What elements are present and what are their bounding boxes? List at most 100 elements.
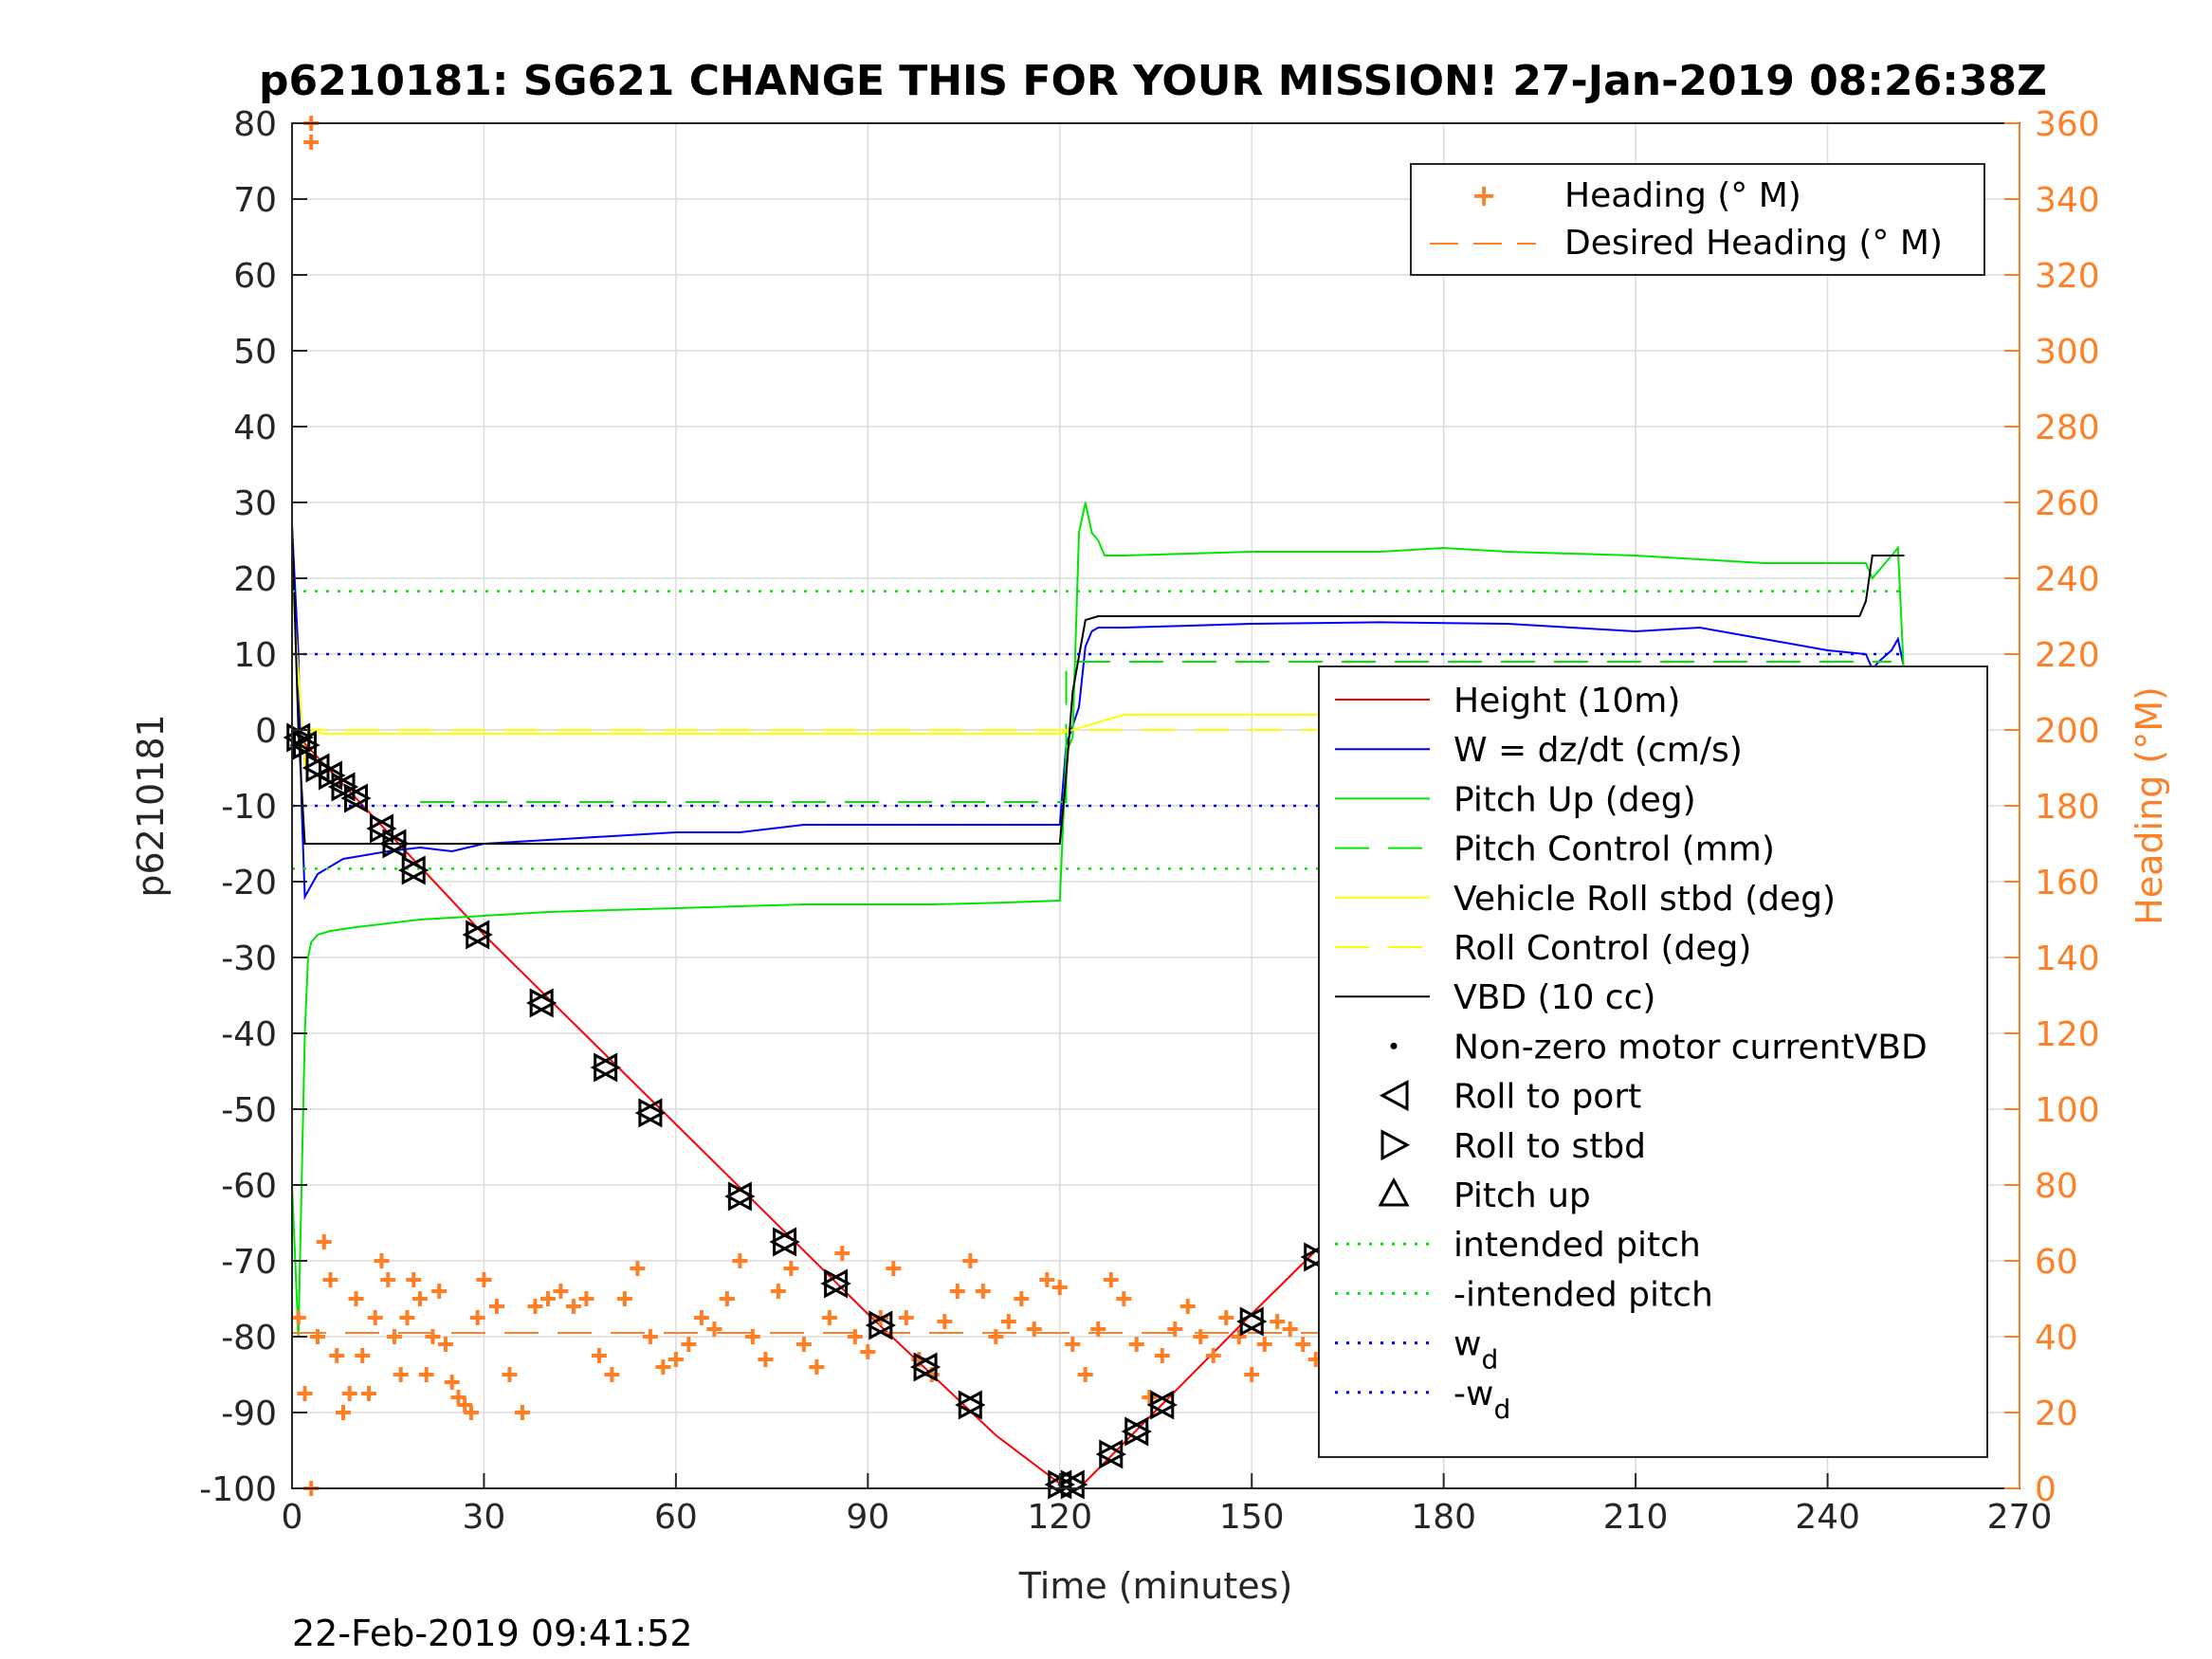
y-tick-label: 10	[233, 636, 277, 675]
y-tick-label: -50	[221, 1091, 277, 1130]
heading-point	[418, 1367, 434, 1382]
roll-to-stbd-marker	[958, 1390, 986, 1420]
heading-point	[316, 1234, 332, 1249]
roll-to-stbd-marker	[868, 1310, 896, 1340]
y-tick-label: 80	[233, 105, 277, 144]
legend-entry: -intended pitch	[1335, 1275, 1713, 1314]
heading-point	[1065, 1337, 1081, 1352]
y-tick-label: -100	[199, 1470, 277, 1509]
legend-entry: intended pitch	[1335, 1226, 1701, 1265]
heading-point	[399, 1310, 415, 1325]
roll-to-stbd-marker	[913, 1352, 941, 1382]
heading-point	[975, 1284, 991, 1299]
y-tick-label: -30	[221, 939, 277, 978]
heading-point	[1077, 1367, 1093, 1382]
heading-point	[1026, 1322, 1042, 1337]
heading-point	[962, 1253, 978, 1268]
heading-point	[1167, 1322, 1183, 1337]
heading-point	[1051, 1280, 1068, 1295]
heading-point	[488, 1299, 504, 1314]
legend-label: W = dz/dt (cm/s)	[1453, 731, 1743, 770]
roll-to-stbd-marker	[382, 829, 411, 859]
roll-to-stbd-marker	[1099, 1439, 1126, 1469]
heading-point	[444, 1375, 460, 1390]
legend-entry: Pitch up	[1378, 1176, 1591, 1215]
y-tick-label: -40	[221, 1015, 277, 1054]
heading-point	[719, 1291, 735, 1306]
y2-tick-label: 180	[2035, 788, 2100, 827]
heading-legend-box	[1410, 163, 1985, 276]
heading-point	[469, 1310, 485, 1325]
heading-point	[360, 1386, 376, 1401]
heading-point	[821, 1310, 837, 1325]
y2-tick-label: 40	[2035, 1319, 2078, 1358]
y-tick-label: -70	[221, 1243, 277, 1282]
y-tick-label: 20	[233, 560, 277, 599]
legend-label: intended pitch	[1453, 1226, 1701, 1265]
heading-point	[348, 1291, 364, 1306]
legend-label-subscript: d	[1493, 1394, 1510, 1425]
heading-point	[527, 1299, 543, 1314]
heading-point	[341, 1386, 357, 1401]
heading-point	[374, 1253, 390, 1268]
heading-point	[1193, 1329, 1209, 1344]
heading-point	[667, 1352, 684, 1367]
heading-point	[502, 1367, 518, 1382]
heading-legend: + Heading (° M) Desired Heading (° M)	[1410, 163, 1985, 276]
y2-tick-label: 300	[2035, 333, 2100, 372]
heading-point	[642, 1329, 658, 1344]
y2-tick-label: 240	[2035, 560, 2100, 599]
heading-point	[1154, 1348, 1170, 1363]
roll-to-stbd-marker	[638, 1098, 667, 1128]
heading-point	[860, 1344, 876, 1359]
x-tick-label: 90	[846, 1498, 889, 1537]
main-legend-box	[1318, 665, 1988, 1458]
heading-point	[355, 1348, 371, 1363]
heading-point	[476, 1272, 492, 1287]
main-legend: Height (10m) W = dz/dt (cm/s) Pitch Up (de…	[1318, 665, 1988, 1458]
roll-to-stbd-marker	[727, 1181, 756, 1212]
legend-label: Height (10m)	[1453, 682, 1680, 720]
roll-to-stbd-marker	[529, 988, 558, 1018]
heading-point	[322, 1272, 338, 1287]
x-tick-label: 120	[1027, 1498, 1092, 1537]
heading-legend-label: Heading (° M)	[1564, 176, 1801, 215]
heading-point	[1244, 1367, 1260, 1382]
x-tick-label: 180	[1411, 1498, 1476, 1537]
heading-point	[706, 1322, 722, 1337]
main-legend-entries: Height (10m) W = dz/dt (cm/s) Pitch Up (de…	[1335, 682, 1928, 1425]
roll-to-stbd-marker	[1124, 1416, 1152, 1447]
heading-point	[681, 1337, 697, 1352]
roll-to-stbd-marker	[292, 730, 320, 760]
heading-point	[1014, 1291, 1030, 1306]
y-tick-label: 60	[233, 257, 277, 296]
heading-point	[591, 1348, 607, 1363]
heading-point	[1142, 1390, 1158, 1405]
heading-point	[1270, 1314, 1286, 1329]
legend-swatch-tri-left	[1379, 1080, 1409, 1112]
roll-to-stbd-marker	[824, 1268, 851, 1299]
legend-swatch-tri-right	[1380, 1129, 1411, 1161]
legend-entry: VBD (10 cc)	[1335, 978, 1655, 1017]
y-axis-left-ticks: 80 70 60 50 40 30 20 10 0 -10 -20 -30 -40 -50 -60 -70 -8…	[199, 105, 307, 1509]
legend-entry: Height (10m)	[1335, 682, 1680, 720]
y-axis-right-ticks: 3603403203002802602402202001801601401201…	[2004, 105, 2100, 1509]
y2-tick-label: 360	[2035, 105, 2100, 144]
heading-point	[406, 1272, 422, 1287]
x-tick-label: 0	[282, 1498, 303, 1537]
heading-point	[1295, 1337, 1311, 1352]
legend-entry: Pitch Up (deg)	[1335, 780, 1696, 819]
legend-label: Roll to port	[1453, 1078, 1641, 1117]
y2-tick-label: 0	[2035, 1470, 2057, 1509]
heading-point	[578, 1291, 594, 1306]
legend-label: Roll Control (deg)	[1453, 929, 1751, 968]
legend-label: -intended pitch	[1453, 1275, 1713, 1314]
heading-point	[386, 1329, 402, 1344]
heading-point	[437, 1337, 453, 1352]
y-tick-label: 30	[233, 484, 277, 523]
roll-to-stbd-marker	[1239, 1306, 1268, 1337]
heading-point	[565, 1299, 581, 1314]
x-axis-label: Time (minutes)	[1018, 1565, 1293, 1607]
heading-point	[1000, 1314, 1016, 1329]
